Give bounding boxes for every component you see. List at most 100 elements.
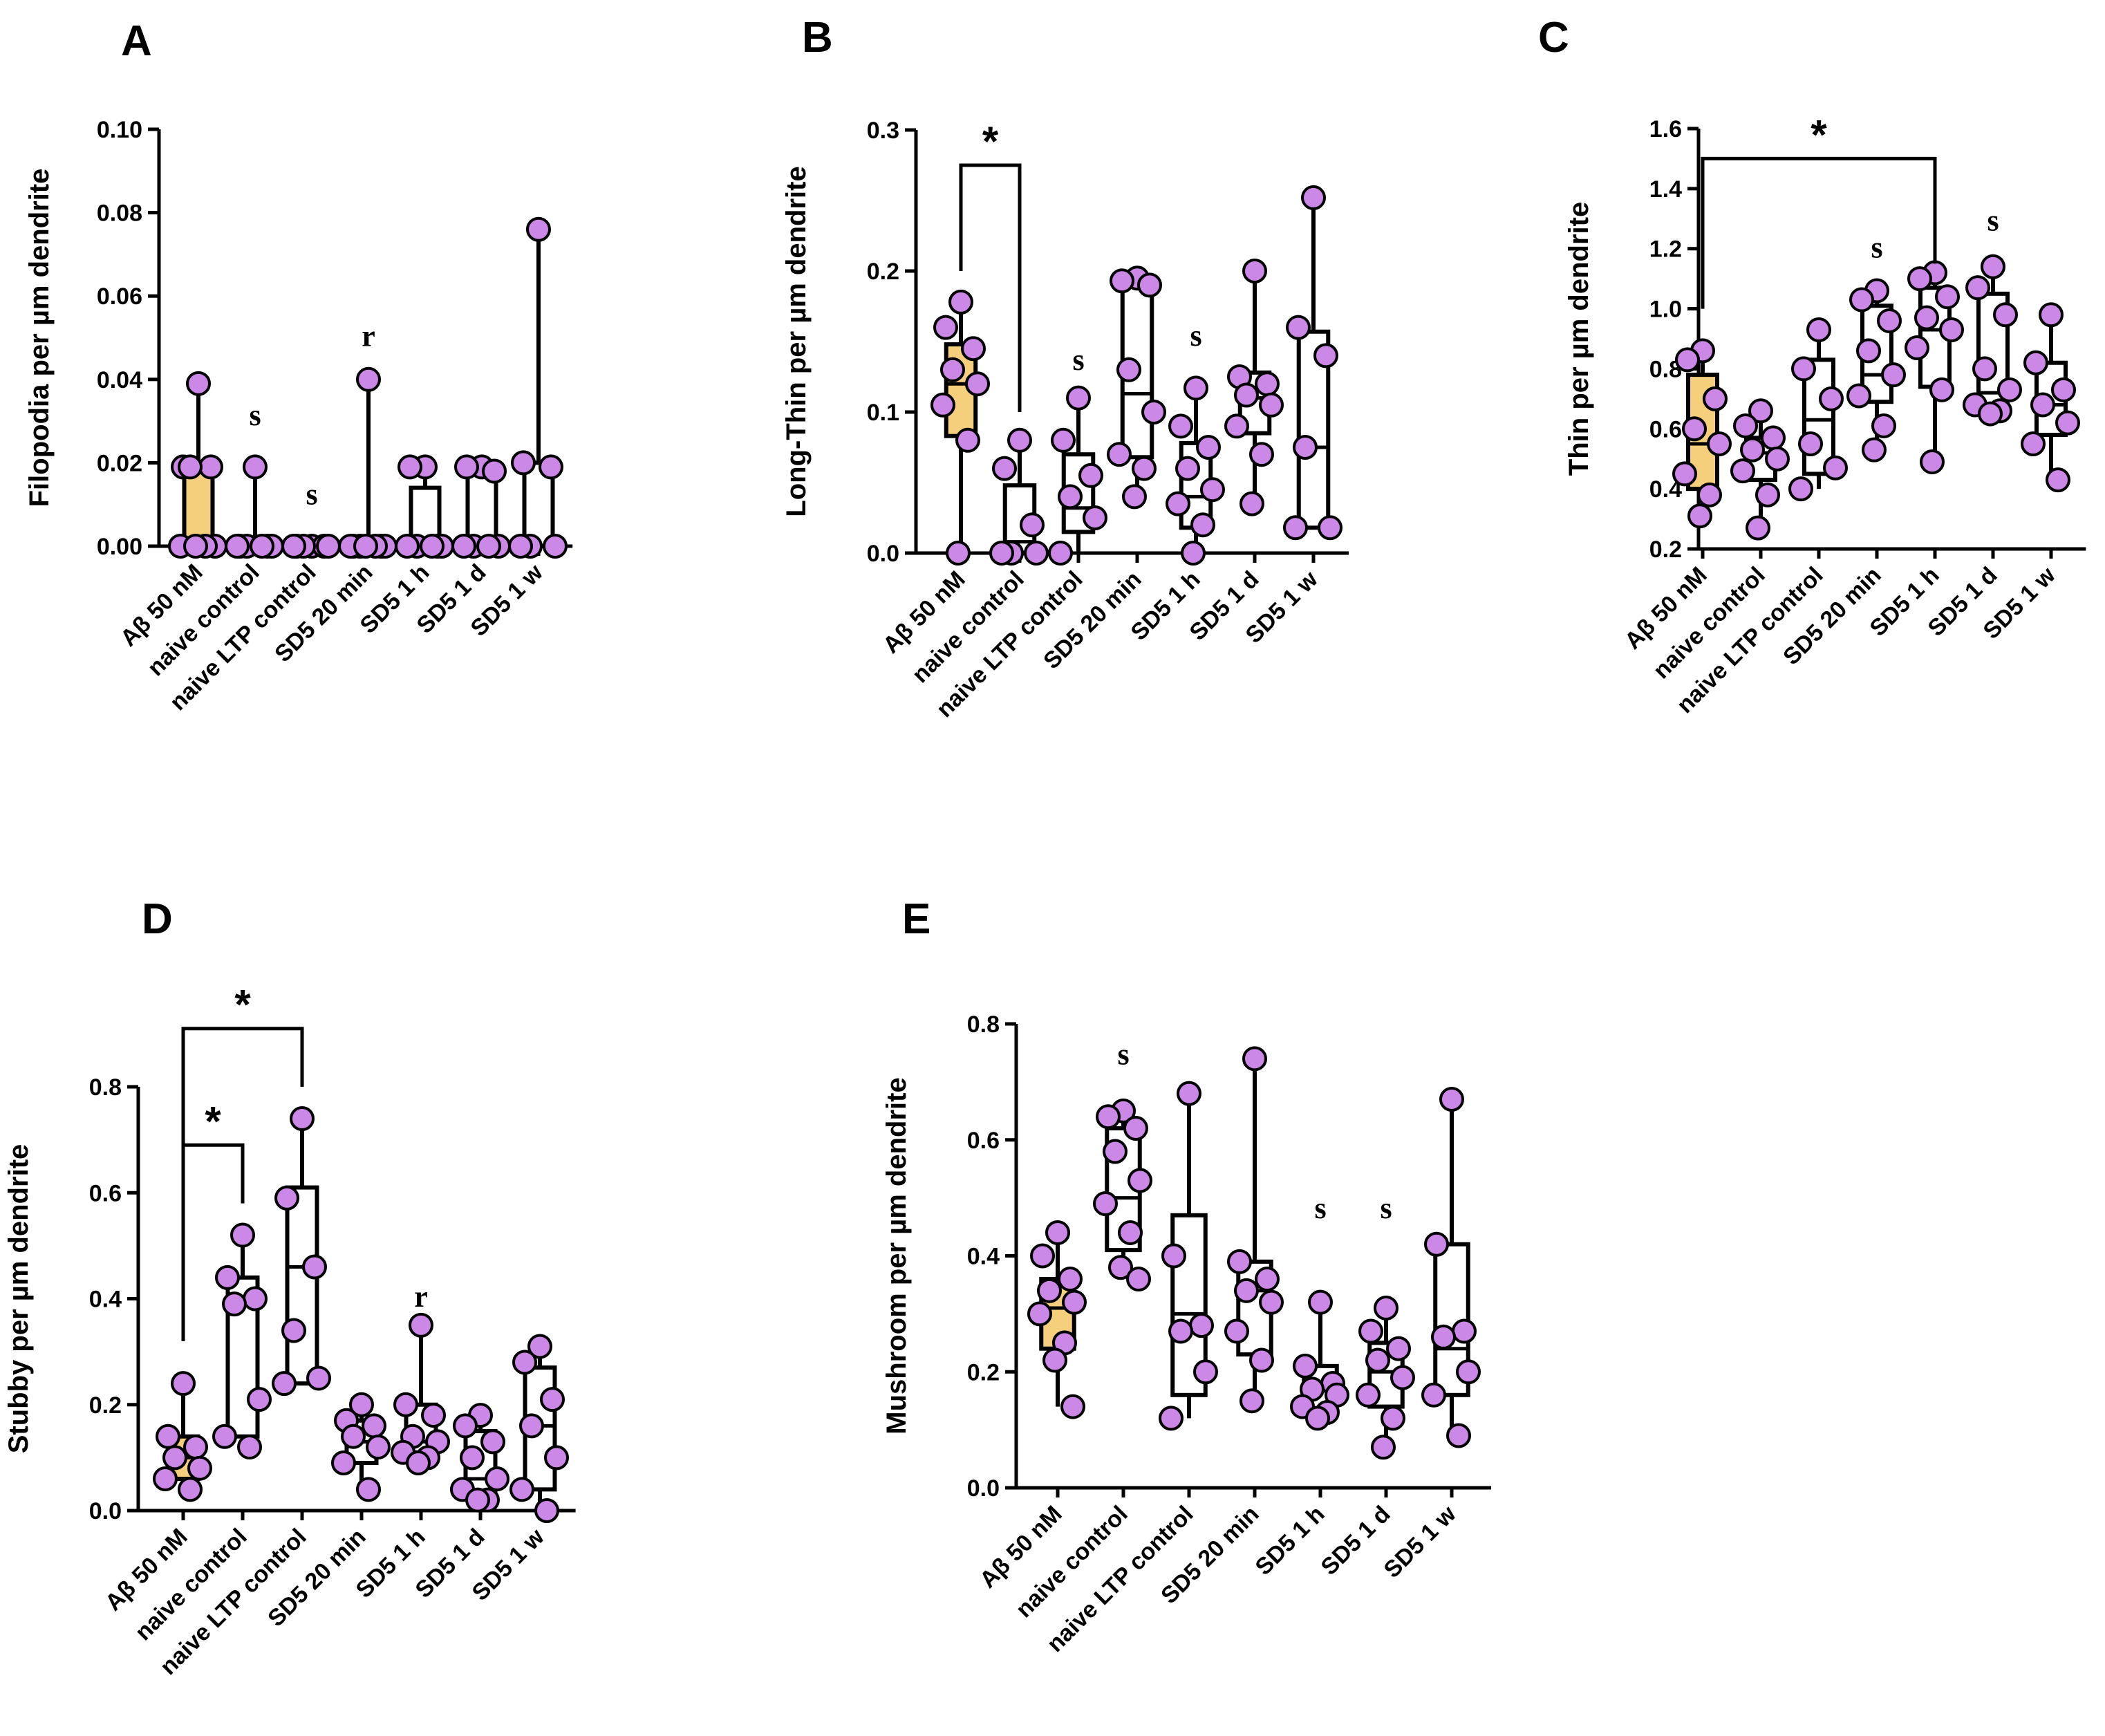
panel-e-data-point [1123,1115,1148,1141]
panel-c-data-point [1905,335,1929,361]
panel-a-y-tick-label: 0.02 [97,450,142,476]
panel-b-data-point [940,357,965,382]
panel-d-y-tick-label: 0.2 [89,1392,122,1419]
panel-c-data-point [1740,437,1765,463]
panel-c-data-point [1939,317,1964,342]
panel-b-data-point [1318,515,1342,541]
panel-c-data-point [1687,503,1712,529]
panel-c-y-tick-label: 1.0 [1649,297,1682,323]
panel-e-data-point [1255,1267,1280,1292]
panel-c-data-point [1675,347,1700,373]
panel-c-data-point [2030,392,2055,418]
panel-a-data-point [397,454,422,480]
panel-e-significance-marker: s [1380,1191,1392,1225]
panel-c-data-point [1819,386,1844,411]
panel-b-data-point [1184,375,1208,401]
panel-b-data-point [1024,541,1049,566]
panel-b-data-point [1078,463,1103,488]
panel-d-data-point [544,1445,569,1471]
panel-b-data-point [1166,491,1190,516]
panel-b-y-tick-label: 0.1 [867,400,899,426]
panel-c-data-point [1907,266,1932,292]
panel-d-data-point [465,1487,490,1513]
panel-c-data-point [2046,467,2070,493]
panel-a-data-point [198,454,223,480]
panel-d-data-point [512,1350,537,1375]
panel-c-data-point [1849,287,1874,312]
panel-d-data-point [341,1424,366,1449]
panel-c-data-point [1920,449,1945,475]
panel-c-data-point [1972,356,1997,382]
panel-d-data-point [215,1264,240,1290]
panel-e-data-point [1227,1249,1252,1274]
panel-e-data-point [1305,1406,1330,1431]
panel-d-data-point [331,1450,356,1476]
panel-b-data-point [1181,541,1206,566]
panel-b-comparison-bracket [959,163,1022,412]
panel-e-data-point [1259,1289,1284,1315]
panel-e-data-point [1390,1365,1415,1390]
panel-d-data-point [393,1392,418,1417]
panel-c-significance-marker: s [1987,204,1999,238]
panel-c-data-point [1748,398,1773,424]
panel-c-y-tick-label: 0.2 [1649,536,1682,563]
panel-d-data-point [272,1371,297,1397]
panel-d-data-point [534,1498,559,1523]
panel-b-data-point [933,315,958,340]
panel-b-data-point [965,371,990,397]
panel-d-y-tick-label: 0.4 [89,1287,122,1313]
panel-d-data-point [306,1365,331,1391]
panel-c-y-tick-label: 0.6 [1649,416,1682,442]
panel-e-data-point [1103,1139,1128,1164]
panel-d-data-point [162,1445,187,1471]
panel-e-y-tick-label: 0.0 [967,1475,1000,1502]
panel-a-data-point [250,534,274,559]
panel-a-data-point [511,450,536,476]
panel-e-data-point [1193,1359,1218,1385]
panel-a-data-point [508,534,533,559]
panel-c-data-point [1788,476,1813,502]
panel-a-data-point [186,371,211,396]
panel-c-y-tick-label: 1.2 [1649,236,1682,263]
panel-d-box-naive-ltp-control [285,1185,319,1386]
panel-e-data-point [1027,1301,1052,1327]
panel-b-data-point [1116,357,1141,382]
panel-c-y-tick-label: 1.4 [1649,176,1682,203]
panel-a-data-point [316,534,341,559]
panel-a-data-point [476,534,501,559]
panel-a-data-point [526,216,551,242]
panel-b-data-point [961,336,986,362]
panel-a-y-tick-label: 0.04 [97,367,142,393]
panel-e-data-point [1062,1289,1087,1315]
panel-c-y-tick-label: 1.6 [1649,116,1682,142]
panel-b-y-axis-label: Long-Thin per µm dendrite [781,166,812,516]
panel-a-data-point [183,534,208,559]
panel-b-data-point [1249,442,1274,467]
panel-d-data-point [187,1455,212,1481]
panel-c-data-point [2021,431,2046,456]
panel-e-data-point [1356,1382,1381,1408]
panel-d-comparison-bracket [181,1027,304,1341]
panel-d-significance-star: * [234,982,251,1028]
panel-c-data-point [1929,377,1954,402]
panel-a-data-point [482,458,507,484]
panel-b-data-point [955,427,980,453]
panel-d-significance-star: * [205,1098,221,1144]
panel-d-data-point [230,1222,255,1248]
panel-d-data-point [153,1466,178,1492]
panel-b-data-point [1083,505,1107,530]
panel-d-data-point [212,1424,237,1449]
panel-b-data-point [1007,427,1032,453]
panel-e-data-point [1060,1394,1085,1419]
panel-c-data-point [1914,305,1939,330]
panel-b-significance-star: * [982,118,999,165]
panel-d-data-point [274,1185,299,1211]
panel-c-data-point [1806,317,1831,342]
panel-e-data-point [1386,1336,1411,1361]
panel-e-data-point [1058,1267,1083,1292]
panel-a-data-point [451,534,476,559]
panel-c-data-point [2055,410,2080,436]
panel-c-data-point [1935,284,1960,310]
